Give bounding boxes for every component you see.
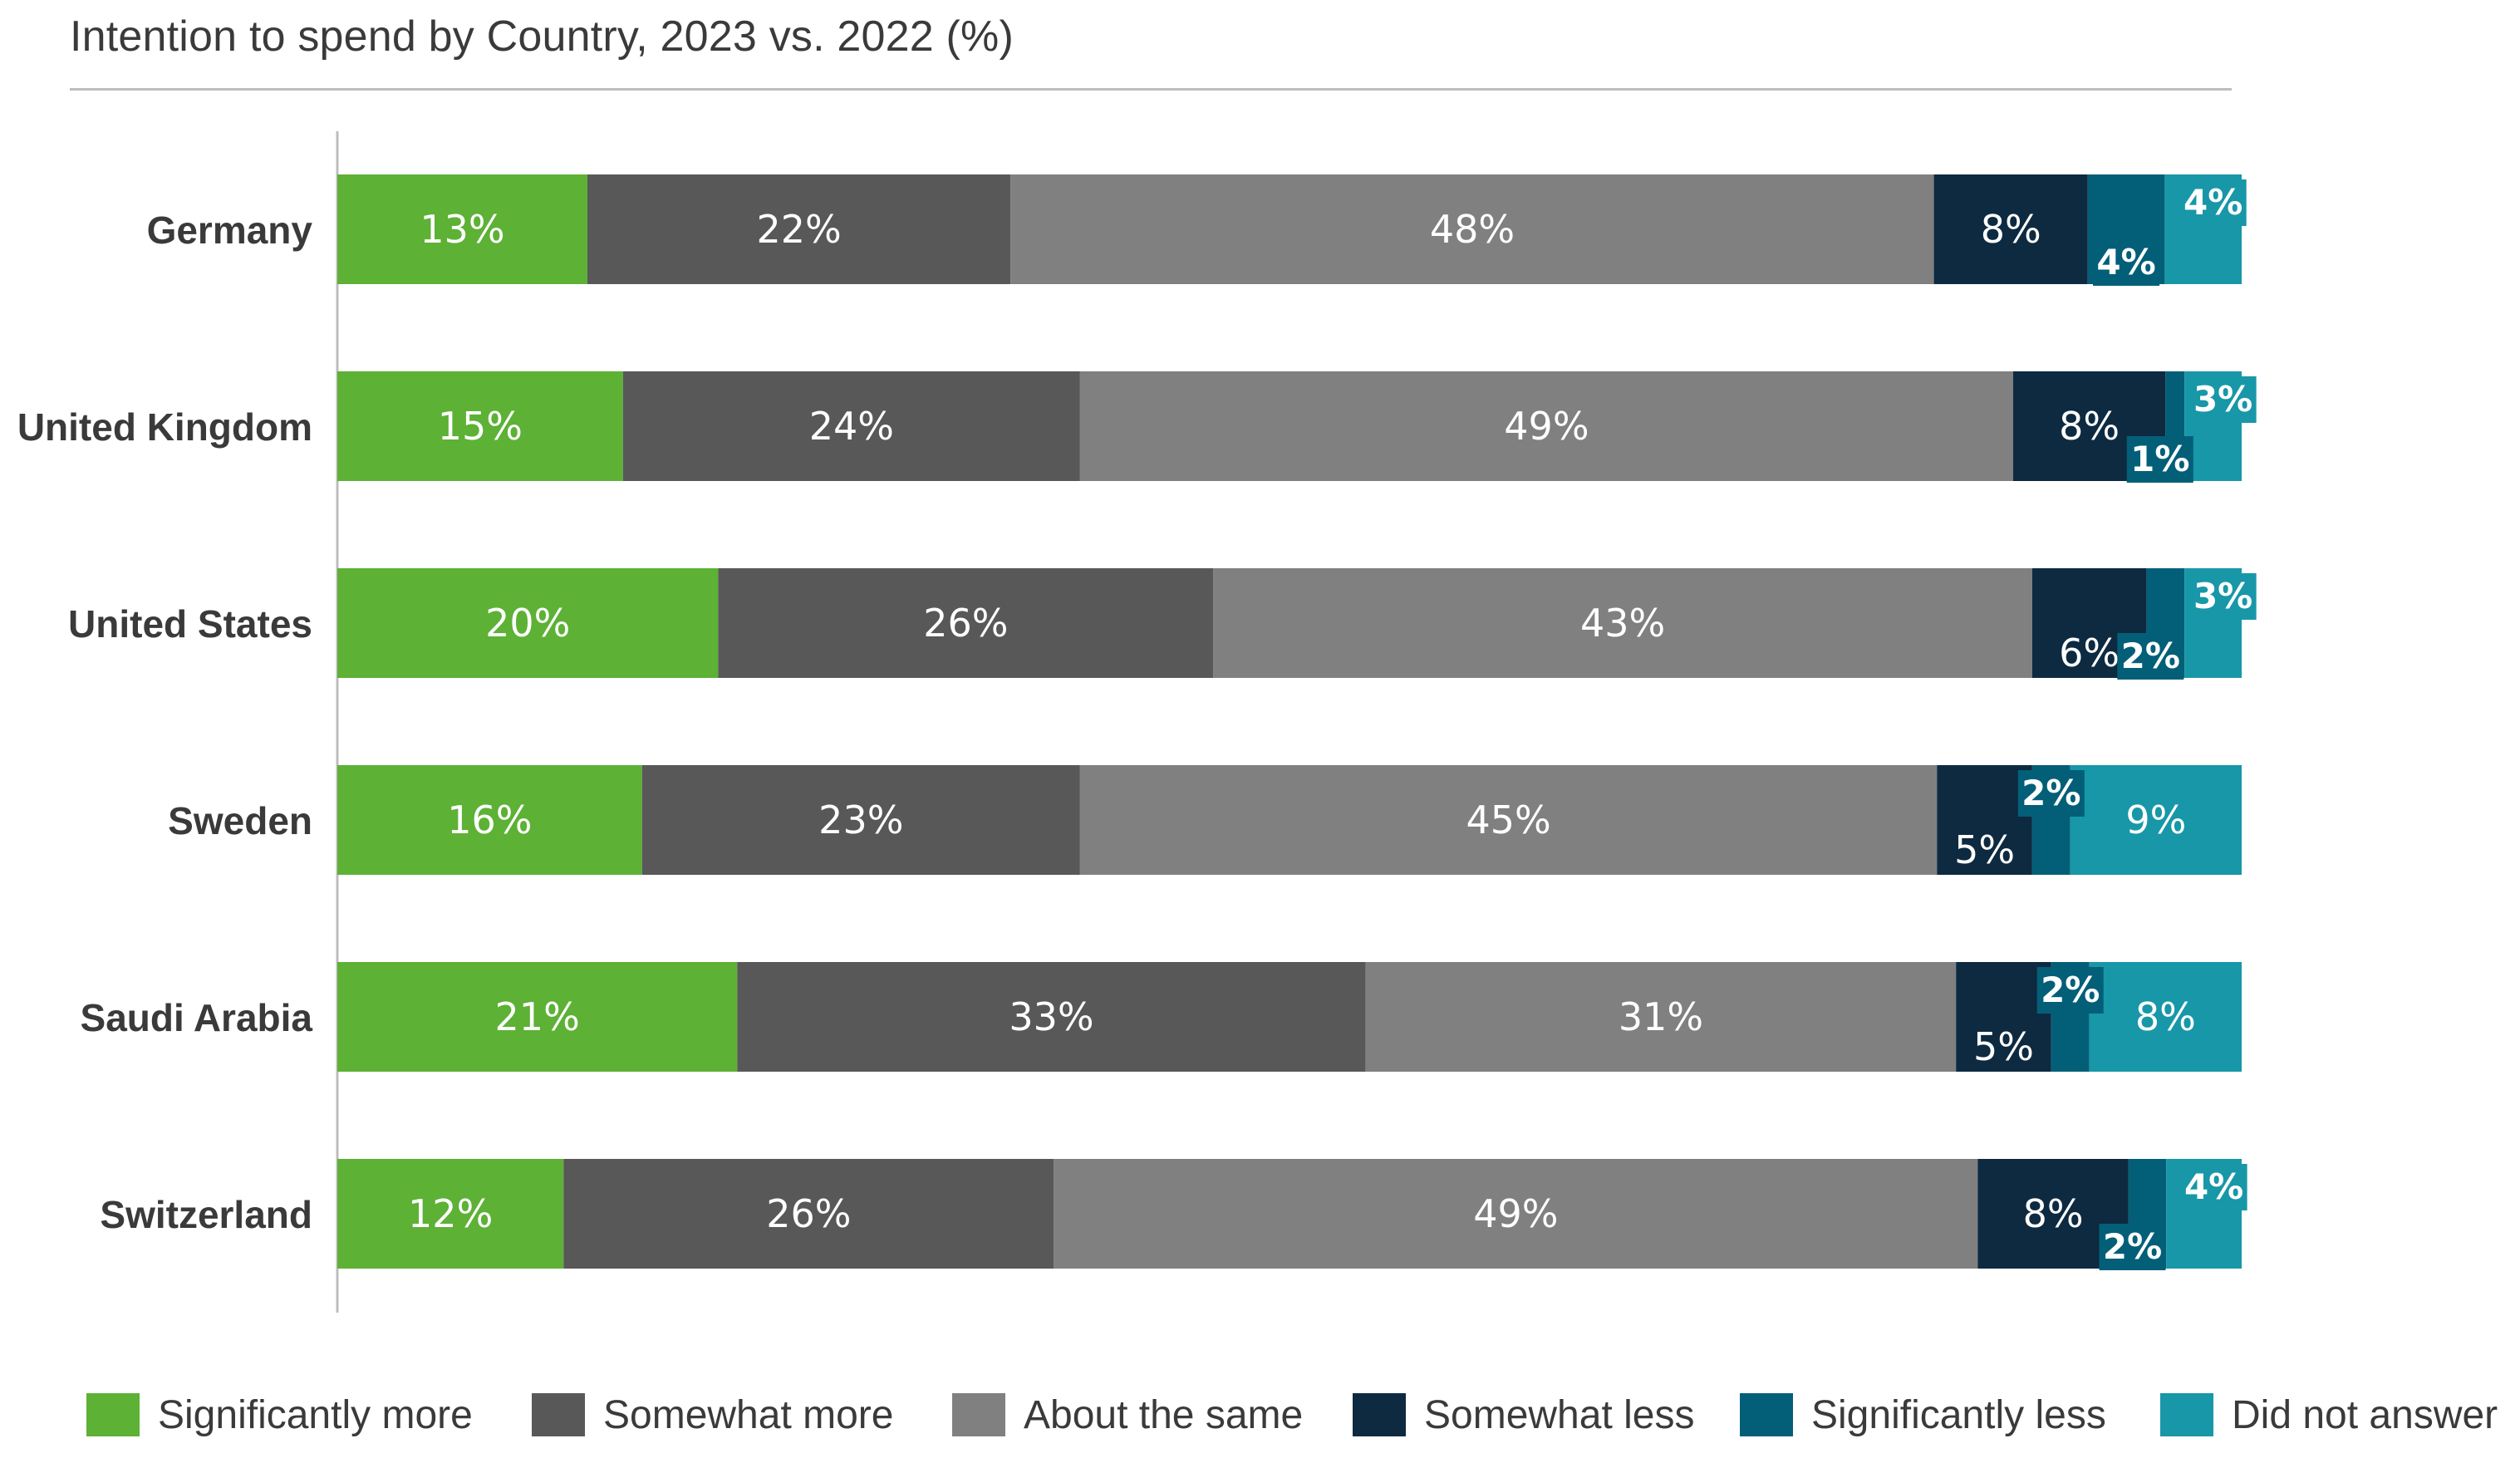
bar-germany-somewhat-more xyxy=(587,174,1011,284)
data-label-united-kingdom-significantly-more: 15% xyxy=(438,404,523,449)
data-label-united-states-significantly-more: 20% xyxy=(485,601,570,646)
data-label-switzerland-significantly-less: 2% xyxy=(2103,1226,2162,1267)
bar-united-kingdom-somewhat-more xyxy=(622,371,1080,481)
data-label-united-kingdom-somewhat-more: 24% xyxy=(809,404,894,449)
legend-item-did-not-answer: Did not answer xyxy=(2160,1386,2498,1444)
bar-saudi-arabia-about-the-same xyxy=(1365,962,1957,1072)
data-label-switzerland-significantly-less-callout xyxy=(2099,1224,2166,1270)
data-label-germany-did-not-answer: 4% xyxy=(2184,182,2242,223)
legend-label-significantly-more: Significantly more xyxy=(158,1392,473,1437)
bar-sweden-did-not-answer xyxy=(2070,765,2242,875)
bar-sweden-about-the-same xyxy=(1079,765,1938,875)
bar-switzerland-about-the-same xyxy=(1054,1159,1978,1269)
data-label-united-kingdom-significantly-less: 1% xyxy=(2130,439,2189,479)
data-label-sweden-somewhat-less: 5% xyxy=(1954,827,2015,872)
data-label-saudi-arabia-somewhat-more: 33% xyxy=(1009,994,1093,1039)
bar-saudi-arabia-somewhat-less xyxy=(1956,962,2051,1072)
data-label-sweden-significantly-less: 2% xyxy=(2021,773,2080,813)
data-label-germany-significantly-less: 4% xyxy=(2096,242,2155,282)
bar-united-kingdom-about-the-same xyxy=(1079,371,2013,481)
data-label-saudi-arabia-did-not-answer: 8% xyxy=(2135,994,2196,1039)
legend-swatch-somewhat-more xyxy=(532,1393,585,1436)
bar-germany-significantly-more xyxy=(337,174,587,284)
bar-united-states-somewhat-more xyxy=(718,568,1214,678)
bar-saudi-arabia-significantly-more xyxy=(337,962,738,1072)
data-label-switzerland-somewhat-less: 8% xyxy=(2023,1191,2084,1236)
bar-saudi-arabia-somewhat-more xyxy=(737,962,1366,1072)
chart-title: Intention to spend by Country, 2023 vs. … xyxy=(70,12,1014,61)
legend-swatch-significantly-more xyxy=(86,1393,140,1436)
bar-united-kingdom-significantly-more xyxy=(337,371,623,481)
data-label-saudi-arabia-somewhat-less: 5% xyxy=(1973,1024,2034,1069)
data-label-united-kingdom-significantly-less-callout xyxy=(2126,436,2193,483)
category-labels: Germany United Kingdom United States Sweden… xyxy=(17,209,313,1236)
data-label-united-states-about-the-same: 43% xyxy=(1580,601,1665,646)
data-label-united-kingdom-did-not-answer-callout xyxy=(2189,376,2257,423)
data-label-sweden-did-not-answer: 9% xyxy=(2125,798,2186,842)
bar-sweden-significantly-more xyxy=(337,765,642,875)
data-label-switzerland-about-the-same: 49% xyxy=(1473,1191,1558,1236)
legend-item-significantly-more: Significantly more xyxy=(86,1386,473,1444)
legend-label-somewhat-more: Somewhat more xyxy=(603,1392,894,1437)
data-label-united-states-significantly-less-callout xyxy=(2117,633,2184,680)
data-label-sweden-somewhat-more: 23% xyxy=(818,798,903,842)
category-label-germany: Germany xyxy=(147,209,313,252)
data-label-saudi-arabia-significantly-more: 21% xyxy=(495,994,580,1039)
legend-item-significantly-less: Significantly less xyxy=(1740,1386,2106,1444)
legend-swatch-somewhat-less xyxy=(1353,1393,1406,1436)
data-label-germany-somewhat-less: 8% xyxy=(1981,207,2041,252)
data-labels: 13% 22% 48% 8%4%4%15% 24% 49% 8%1%3%20% 26% 43%6… xyxy=(408,179,2257,1270)
data-label-switzerland-significantly-more: 12% xyxy=(408,1191,493,1236)
data-label-sweden-about-the-same: 45% xyxy=(1466,798,1550,842)
legend-item-somewhat-more: Somewhat more xyxy=(532,1386,893,1444)
bar-united-states-about-the-same xyxy=(1213,568,2032,678)
data-label-united-states-significantly-less: 2% xyxy=(2121,636,2180,676)
bar-united-states-significantly-more xyxy=(337,568,719,678)
legend-label-did-not-answer: Did not answer xyxy=(2232,1392,2498,1437)
legend-swatch-about-the-same xyxy=(952,1393,1005,1436)
data-label-germany-about-the-same: 48% xyxy=(1430,207,1515,252)
legend-label-somewhat-less: Somewhat less xyxy=(1424,1392,1695,1437)
stacked-bar-chart: Germany United Kingdom United States Sweden… xyxy=(17,131,2257,1313)
category-label-united-kingdom: United Kingdom xyxy=(17,405,312,449)
legend-item-somewhat-less: Somewhat less xyxy=(1353,1386,1694,1444)
legend-swatch-significantly-less xyxy=(1740,1393,1793,1436)
data-label-united-states-somewhat-less: 6% xyxy=(2059,631,2120,675)
data-label-germany-significantly-less-callout xyxy=(2093,239,2160,286)
category-label-united-states: United States xyxy=(68,602,312,646)
bar-sweden-somewhat-less xyxy=(1937,765,2032,875)
category-label-switzerland: Switzerland xyxy=(100,1193,312,1236)
legend-item-about-the-same: About the same xyxy=(952,1386,1303,1444)
bar-germany-somewhat-less xyxy=(1933,174,2088,284)
data-label-united-kingdom-did-not-answer: 3% xyxy=(2193,379,2252,420)
data-label-saudi-arabia-significantly-less-callout xyxy=(2036,967,2104,1014)
category-label-saudi-arabia: Saudi Arabia xyxy=(81,996,313,1039)
data-label-saudi-arabia-significantly-less: 2% xyxy=(2041,970,2100,1010)
legend-label-about-the-same: About the same xyxy=(1024,1392,1304,1437)
data-label-saudi-arabia-about-the-same: 31% xyxy=(1619,994,1703,1039)
data-label-united-kingdom-about-the-same: 49% xyxy=(1504,404,1589,449)
data-label-germany-somewhat-more: 22% xyxy=(757,207,842,252)
data-label-switzerland-somewhat-more: 26% xyxy=(766,1191,851,1236)
data-label-germany-did-not-answer-callout xyxy=(2179,179,2247,226)
bars-layer xyxy=(337,174,2242,1269)
data-label-sweden-significantly-more: 16% xyxy=(447,798,532,842)
data-label-sweden-significantly-less-callout xyxy=(2017,770,2085,817)
data-label-switzerland-did-not-answer: 4% xyxy=(2184,1166,2243,1207)
legend-swatch-did-not-answer xyxy=(2160,1393,2213,1436)
data-label-germany-significantly-more: 13% xyxy=(420,207,504,252)
data-label-united-states-somewhat-more: 26% xyxy=(923,601,1008,646)
category-label-sweden: Sweden xyxy=(168,799,312,842)
bar-sweden-somewhat-more xyxy=(641,765,1080,875)
data-label-united-states-did-not-answer: 3% xyxy=(2193,576,2252,616)
bar-switzerland-somewhat-more xyxy=(563,1159,1054,1269)
data-label-switzerland-did-not-answer-callout xyxy=(2180,1164,2247,1210)
data-label-united-states-did-not-answer-callout xyxy=(2189,573,2257,620)
data-label-united-kingdom-somewhat-less: 8% xyxy=(2059,404,2120,449)
title-divider xyxy=(70,88,2232,91)
bar-switzerland-significantly-more xyxy=(337,1159,564,1269)
bar-saudi-arabia-did-not-answer xyxy=(2089,962,2242,1072)
bar-germany-about-the-same xyxy=(1010,174,1934,284)
legend-label-significantly-less: Significantly less xyxy=(1811,1392,2106,1437)
